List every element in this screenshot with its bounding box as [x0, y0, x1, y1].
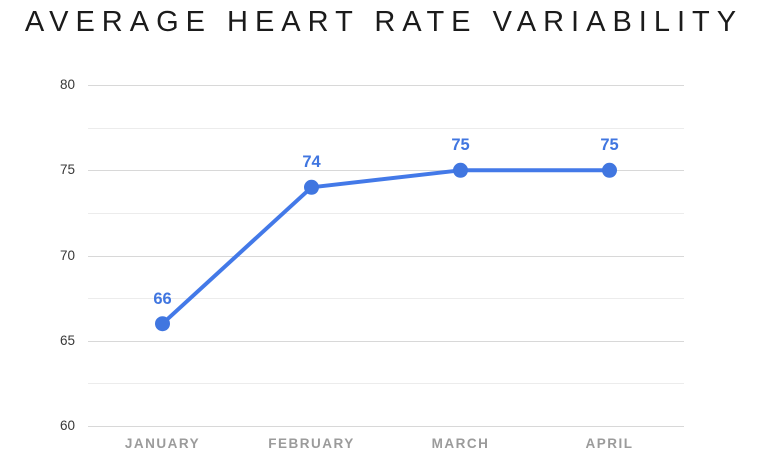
y-axis-tick-label: 60 — [59, 418, 75, 433]
gridline-major — [88, 170, 684, 172]
y-axis-tick-label: 80 — [59, 77, 75, 92]
data-point[interactable] — [602, 162, 617, 178]
data-point-label: 75 — [451, 136, 470, 155]
data-point[interactable] — [155, 316, 170, 332]
y-axis-tick-label: 65 — [59, 332, 75, 348]
gridline-minor — [88, 298, 684, 300]
chart-title: AVERAGE HEART RATE VARIABILITY — [24, 6, 744, 38]
series-line — [160, 168, 612, 326]
data-point-label: 74 — [302, 153, 321, 172]
gridline-major — [88, 85, 684, 86]
x-axis-label-january: JANUARY — [124, 436, 201, 451]
gridline-minor — [88, 127, 684, 129]
plot-area: 66 74 75 75 — [88, 85, 684, 427]
line-series — [155, 162, 617, 332]
gridline-minor — [88, 383, 684, 385]
data-point[interactable] — [453, 162, 468, 178]
x-axis-label-february: FEBRUARY — [268, 436, 355, 451]
y-axis-tick-label: 75 — [59, 162, 75, 178]
x-axis-label-april: APRIL — [585, 436, 634, 451]
x-axis-label-march: MARCH — [431, 436, 490, 451]
data-point-label: 75 — [600, 136, 619, 155]
y-axis-tick-label: 70 — [59, 247, 75, 263]
data-point-label: 66 — [153, 289, 172, 308]
gridline-major — [88, 255, 684, 257]
gridline-major — [88, 426, 684, 427]
gridline-minor — [88, 212, 684, 214]
gridline-major — [88, 340, 684, 342]
data-point[interactable] — [304, 179, 319, 195]
